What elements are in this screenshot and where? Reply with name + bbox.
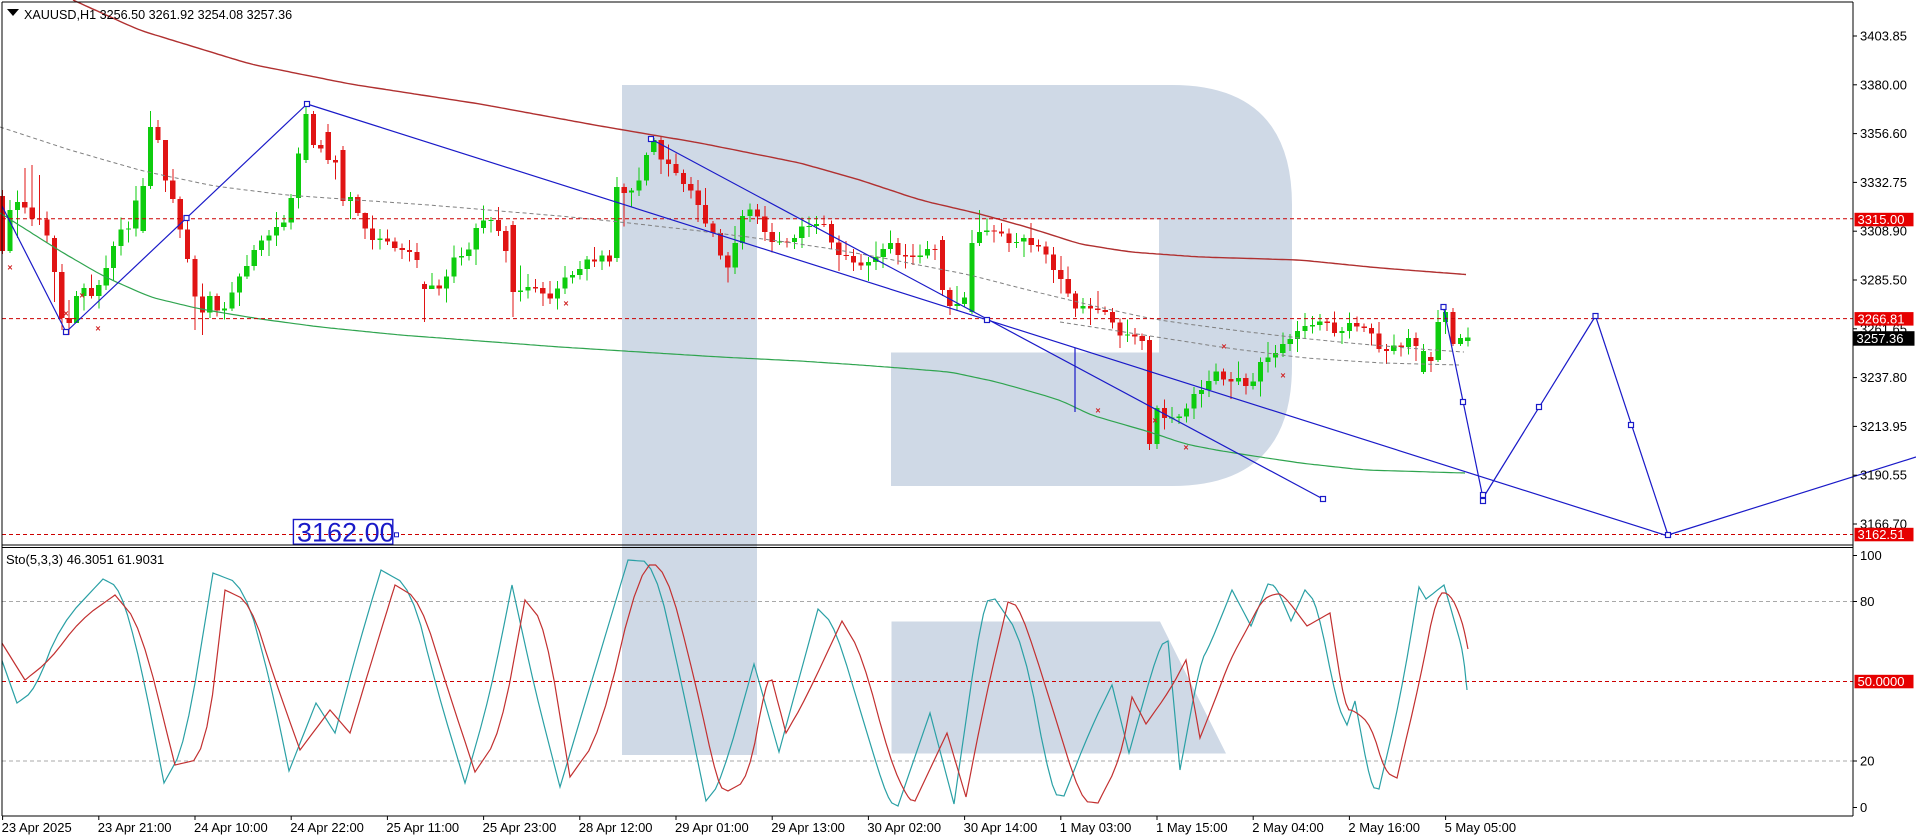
svg-text:×: ×: [7, 263, 12, 273]
svg-text:25 Apr 23:00: 25 Apr 23:00: [483, 820, 557, 835]
svg-text:29 Apr 01:00: 29 Apr 01:00: [675, 820, 749, 835]
svg-text:23 Apr 21:00: 23 Apr 21:00: [98, 820, 172, 835]
svg-text:28 Apr 12:00: 28 Apr 12:00: [579, 820, 653, 835]
svg-text:×: ×: [1183, 443, 1188, 453]
svg-text:50.0000: 50.0000: [1858, 674, 1905, 689]
svg-text:3266.81: 3266.81: [1858, 311, 1905, 326]
svg-text:25 Apr 11:00: 25 Apr 11:00: [386, 820, 459, 835]
svg-text:3257.36: 3257.36: [1857, 331, 1904, 346]
svg-text:×: ×: [1152, 416, 1157, 426]
svg-text:×: ×: [1095, 406, 1100, 416]
svg-text:2 May 16:00: 2 May 16:00: [1348, 820, 1420, 835]
svg-text:×: ×: [95, 324, 100, 334]
svg-text:3162.00: 3162.00: [297, 518, 395, 548]
svg-text:5 May 05:00: 5 May 05:00: [1445, 820, 1517, 835]
svg-text:29 Apr 13:00: 29 Apr 13:00: [771, 820, 845, 835]
svg-text:3356.60: 3356.60: [1860, 126, 1907, 141]
svg-text:×: ×: [563, 299, 568, 309]
svg-text:2 May 04:00: 2 May 04:00: [1252, 820, 1324, 835]
svg-text:3166.70: 3166.70: [1860, 517, 1907, 532]
svg-text:3162.51: 3162.51: [1858, 527, 1905, 542]
svg-text:30 Apr 14:00: 30 Apr 14:00: [964, 820, 1038, 835]
svg-text:1 May 03:00: 1 May 03:00: [1060, 820, 1132, 835]
svg-text:3308.90: 3308.90: [1860, 224, 1907, 239]
svg-text:3285.50: 3285.50: [1860, 273, 1907, 288]
svg-text:×: ×: [63, 309, 68, 319]
svg-text:3237.80: 3237.80: [1860, 370, 1907, 385]
svg-text:24 Apr 22:00: 24 Apr 22:00: [290, 820, 364, 835]
svg-text:×: ×: [1280, 371, 1285, 381]
svg-text:Sto(5,3,3) 46.3051 61.9031: Sto(5,3,3) 46.3051 61.9031: [6, 552, 164, 567]
svg-text:23 Apr 2025: 23 Apr 2025: [2, 820, 72, 835]
svg-text:3190.55: 3190.55: [1860, 468, 1907, 483]
svg-text:24 Apr 10:00: 24 Apr 10:00: [194, 820, 268, 835]
svg-text:×: ×: [79, 291, 84, 301]
svg-text:100: 100: [1860, 548, 1882, 563]
svg-text:3380.00: 3380.00: [1860, 77, 1907, 92]
svg-text:80: 80: [1860, 594, 1874, 609]
svg-text:×: ×: [1221, 342, 1226, 352]
svg-text:0: 0: [1860, 800, 1867, 815]
svg-text:3403.85: 3403.85: [1860, 29, 1907, 44]
svg-text:3315.00: 3315.00: [1858, 212, 1905, 227]
svg-text:1 May 15:00: 1 May 15:00: [1156, 820, 1228, 835]
svg-text:XAUUSD,H1 3256.50 3261.92 325: XAUUSD,H1 3256.50 3261.92 3254.08 3257.3…: [24, 8, 292, 22]
svg-text:3213.95: 3213.95: [1860, 419, 1907, 434]
svg-text:30 Apr 02:00: 30 Apr 02:00: [867, 820, 941, 835]
svg-text:3332.75: 3332.75: [1860, 175, 1907, 190]
svg-text:20: 20: [1860, 754, 1874, 769]
